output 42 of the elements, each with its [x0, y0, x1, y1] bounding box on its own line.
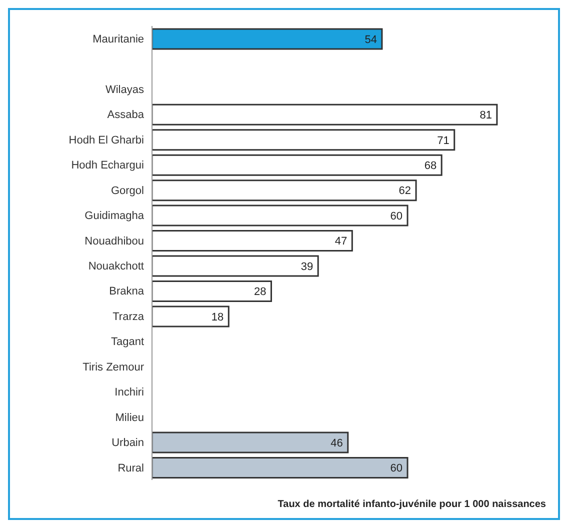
y-tick-label: Urbain: [112, 437, 144, 450]
bar: [152, 230, 353, 252]
bar: [152, 457, 408, 479]
data-label: 46: [330, 437, 343, 450]
y-tick-label: Hodh El Gharbi: [68, 134, 144, 146]
bar: [152, 129, 456, 151]
y-tick-label: Rural: [118, 462, 144, 474]
bar: [152, 306, 230, 328]
y-tick-label: Tagant: [110, 336, 144, 348]
y-tick-label: Mauritanie: [92, 34, 144, 46]
y-tick-label: Tiris Zemour: [82, 361, 144, 374]
data-label: 71: [437, 134, 450, 147]
y-tick-label: Assaba: [107, 109, 145, 122]
y-tick-label: Trarza: [112, 310, 145, 323]
y-tick-label: Inchiri: [114, 386, 144, 399]
x-axis-title: Taux de mortalité infanto-juvénile pour 1 000 naissances: [278, 499, 546, 510]
data-label: 81: [480, 110, 492, 122]
y-tick-label: Wilayas: [105, 84, 144, 96]
data-label: 62: [398, 185, 412, 198]
y-tick-label: Gorgol: [110, 184, 144, 197]
bar: [152, 280, 272, 302]
data-label: 68: [424, 160, 437, 172]
y-tick-label: Brakna: [109, 286, 145, 298]
bar: [152, 204, 408, 226]
y-tick-label: Guidimagha: [84, 210, 145, 222]
bar: [152, 180, 417, 202]
y-tick-label: Nouakchott: [88, 260, 144, 273]
bar: [152, 154, 442, 176]
y-tick-label: Milieu: [115, 412, 144, 424]
data-label: 54: [364, 34, 377, 46]
data-label: 18: [211, 311, 224, 324]
data-label: 28: [254, 286, 266, 298]
data-label: 60: [390, 210, 403, 222]
bar: [152, 104, 498, 126]
data-label: 39: [300, 260, 314, 273]
y-tick-label: Nouadhibou: [84, 235, 144, 248]
bar: [152, 28, 383, 50]
data-label: 60: [390, 462, 403, 475]
bar: [152, 432, 349, 454]
data-label: 47: [334, 236, 348, 248]
y-tick-label: Hodh Echargui: [71, 160, 144, 172]
bar: [152, 255, 319, 277]
